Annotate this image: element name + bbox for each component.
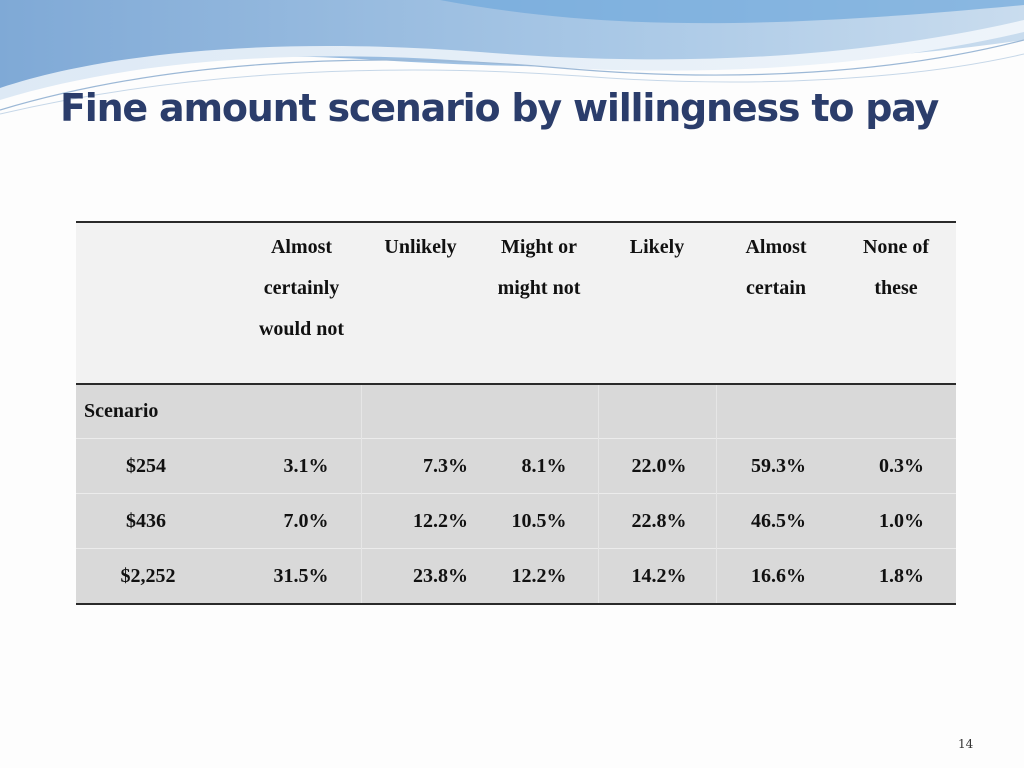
table-cell: 14.2% — [597, 548, 716, 605]
table-header-row: Almost certainly would not Unlikely Might … — [76, 221, 956, 385]
table-cell: 10.5% — [480, 493, 598, 549]
table-row: $2,252 31.5% 23.8% 12.2% 14.2% 16.6% 1.8… — [76, 548, 956, 605]
column-header: Almost certain — [716, 221, 836, 385]
table-cell: 59.3% — [715, 438, 836, 494]
page-number: 14 — [958, 737, 974, 751]
table-cell: 12.2% — [480, 548, 598, 605]
empty-cell — [480, 384, 598, 439]
table-cell: 16.6% — [715, 548, 836, 605]
column-header: Almost certainly would not — [242, 221, 361, 385]
table-cell: 1.8% — [836, 548, 956, 605]
table-cell: 22.0% — [597, 438, 716, 494]
table-cell: 46.5% — [715, 493, 836, 549]
row-label: $254 — [76, 438, 242, 494]
table-row: $436 7.0% 12.2% 10.5% 22.8% 46.5% 1.0% — [76, 493, 956, 549]
column-header: None of these — [836, 221, 956, 385]
table-cell: 8.1% — [480, 438, 598, 494]
table-cell: 23.8% — [360, 548, 480, 605]
table-cell: 3.1% — [242, 438, 361, 494]
scenario-label: Scenario — [84, 400, 159, 422]
table-cell: 22.8% — [597, 493, 716, 549]
empty-cell — [597, 384, 716, 439]
table-cell: 31.5% — [242, 548, 361, 605]
empty-cell — [715, 384, 836, 439]
header-empty-cell — [76, 221, 242, 385]
table-cell: 1.0% — [836, 493, 956, 549]
column-header: Likely — [598, 221, 716, 385]
column-header: Unlikely — [361, 221, 480, 385]
table-cell: 7.3% — [360, 438, 480, 494]
willingness-table: Almost certainly would not Unlikely Might … — [76, 221, 956, 605]
header-banner — [0, 0, 1024, 115]
scenario-section-row: Scenario — [76, 384, 956, 439]
table-cell: 7.0% — [242, 493, 361, 549]
empty-cell — [836, 384, 956, 439]
row-label: $436 — [76, 493, 242, 549]
empty-cell — [242, 384, 361, 439]
table-cell: 12.2% — [360, 493, 480, 549]
table-cell: 0.3% — [836, 438, 956, 494]
row-label: $2,252 — [76, 548, 242, 605]
column-header: Might or might not — [480, 221, 598, 385]
slide-title: Fine amount scenario by willingness to p… — [60, 86, 939, 130]
empty-cell — [360, 384, 480, 439]
table-row: $254 3.1% 7.3% 8.1% 22.0% 59.3% 0.3% — [76, 438, 956, 494]
